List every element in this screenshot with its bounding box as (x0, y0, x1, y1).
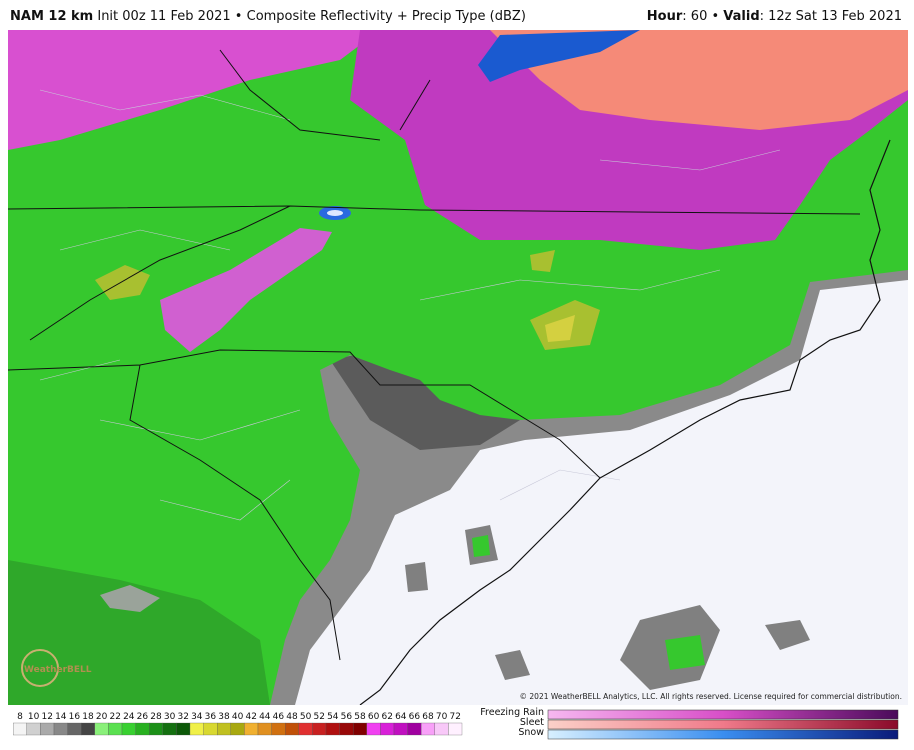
scale-tick-label: 34 (191, 712, 203, 722)
scale-tick-label: 32 (177, 712, 188, 722)
description: Init 00z 11 Feb 2021 • Composite Reflect… (97, 9, 526, 24)
scale-tick-label: 72 (449, 712, 460, 722)
header: NAM 12 km Init 00z 11 Feb 2021 • Composi… (0, 0, 914, 30)
scale-swatch (298, 722, 313, 736)
scale-tick-label: 16 (69, 712, 81, 722)
snow-bar (547, 729, 899, 740)
ptype-label: Snow (518, 727, 544, 738)
header-left: NAM 12 km Init 00z 11 Feb 2021 • Composi… (10, 9, 526, 24)
scale-swatch (121, 722, 136, 736)
scale-swatch (40, 722, 55, 736)
ptype-label: Sleet (520, 717, 544, 728)
valid-value: : 12z Sat 13 Feb 2021 (759, 9, 902, 24)
valid-label: Valid (723, 9, 760, 24)
scale-swatch (162, 722, 177, 736)
scale-swatch (393, 722, 408, 736)
scale-swatch (176, 722, 191, 736)
scale-swatch (244, 722, 259, 736)
scale-swatch (189, 722, 204, 736)
scale-swatch (434, 722, 449, 736)
scale-swatch (353, 722, 367, 736)
header-right: Hour: 60 • Valid: 12z Sat 13 Feb 2021 (647, 9, 902, 24)
scale-tick-label: 68 (422, 712, 434, 722)
scale-tick-label: 42 (245, 712, 256, 722)
logo: WeatherBELL (24, 665, 92, 675)
scale-tick-label: 30 (164, 712, 176, 722)
scale-tick-label: 14 (55, 712, 67, 722)
scale-tick-label: 28 (150, 712, 162, 722)
scale-swatch (203, 722, 218, 736)
scale-tick-label: 38 (218, 712, 230, 722)
scale-swatch (380, 722, 395, 736)
scale-tick-label: 20 (96, 712, 108, 722)
scale-tick-label: 24 (123, 712, 135, 722)
scale-tick-label: 70 (436, 712, 448, 722)
scale-tick-label: 18 (82, 712, 94, 722)
scale-tick-label: 22 (109, 712, 120, 722)
hour-value: : 60 • (682, 9, 724, 24)
scale-tick-label: 12 (41, 712, 52, 722)
scale-tick-label: 10 (28, 712, 40, 722)
sleet-bar (547, 719, 899, 730)
scale-tick-label: 40 (232, 712, 244, 722)
scale-swatch (448, 722, 463, 736)
scale-swatch (149, 722, 163, 736)
scale-swatch (217, 722, 231, 736)
scale-tick-label: 60 (368, 712, 380, 722)
scale-tick-label: 8 (17, 712, 23, 722)
scale-swatch (339, 722, 354, 736)
scale-swatch (366, 722, 381, 736)
scale-tick-label: 26 (137, 712, 149, 722)
scale-swatch (285, 722, 299, 736)
model: NAM 12 km (10, 9, 94, 24)
scale-swatch (13, 722, 27, 736)
scale-tick-label: 36 (205, 712, 217, 722)
scale-tick-label: 62 (381, 712, 392, 722)
scale-tick-label: 66 (409, 712, 421, 722)
scale-swatch (108, 722, 123, 736)
scale-swatch (26, 722, 41, 736)
freezing-rain-bar (547, 709, 899, 720)
scale-tick-label: 52 (313, 712, 324, 722)
scale-swatch (407, 722, 422, 736)
scale-swatch (312, 722, 327, 736)
scale-swatch (271, 722, 286, 736)
map-area: WeatherBELL (8, 30, 908, 705)
scale-swatch (257, 722, 272, 736)
scale-swatch (67, 722, 82, 736)
scale-tick-label: 46 (273, 712, 285, 722)
scale-tick-label: 56 (341, 712, 353, 722)
scale-swatch (421, 722, 435, 736)
scale-tick-label: 48 (286, 712, 298, 722)
scale-swatch (135, 722, 150, 736)
ptype-label: Freezing Rain (480, 707, 544, 718)
scale-tick-label: 54 (327, 712, 339, 722)
scale-swatch (325, 722, 340, 736)
scale-tick-label: 44 (259, 712, 271, 722)
copyright: © 2021 WeatherBELL Analytics, LLC. All r… (520, 692, 902, 701)
hour-label: Hour (646, 9, 683, 24)
scale-tick-label: 58 (354, 712, 366, 722)
scale-swatch (81, 722, 95, 736)
scale-swatch (53, 722, 68, 736)
scale-swatch (230, 722, 245, 736)
scale-swatch (94, 722, 109, 736)
scale-tick-label: 64 (395, 712, 407, 722)
scale-tick-label: 50 (300, 712, 312, 722)
